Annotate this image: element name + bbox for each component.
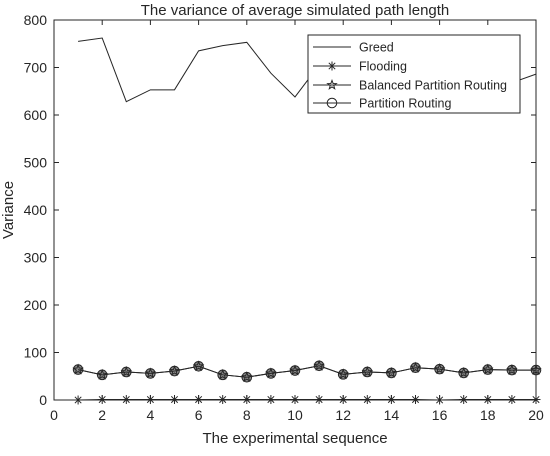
y-tick-label: 100	[24, 345, 48, 361]
x-tick-label: 20	[528, 407, 544, 423]
x-tick-label: 0	[50, 407, 58, 423]
y-axis-title: Variance	[0, 181, 17, 239]
x-tick-label: 10	[287, 407, 303, 423]
x-tick-label: 4	[147, 407, 155, 423]
legend-label: Flooding	[359, 60, 407, 74]
x-tick-label: 18	[480, 407, 496, 423]
y-tick-label: 700	[24, 60, 48, 76]
x-tick-label: 2	[98, 407, 106, 423]
x-axis-title: The experimental sequence	[202, 430, 387, 447]
y-tick-label: 400	[24, 202, 48, 218]
legend-label: Partition Routing	[359, 97, 451, 111]
y-tick-label: 0	[39, 392, 47, 408]
y-tick-label: 600	[24, 107, 48, 123]
x-tick-label: 12	[335, 407, 351, 423]
x-tick-label: 8	[243, 407, 251, 423]
x-tick-label: 6	[195, 407, 203, 423]
legend-marker	[328, 62, 337, 71]
legend: Greed Flooding Balanced Partition Routing P…	[308, 35, 520, 113]
legend-label: Greed	[359, 41, 394, 55]
x-tick-label: 14	[384, 407, 400, 423]
chart-title: The variance of average simulated path l…	[141, 2, 450, 19]
y-tick-label: 300	[24, 250, 48, 266]
y-tick-label: 500	[24, 155, 48, 171]
y-tick-label: 200	[24, 297, 48, 313]
legend-label: Balanced Partition Routing	[359, 79, 507, 93]
x-tick-label: 16	[432, 407, 448, 423]
y-tick-label: 800	[24, 12, 48, 28]
